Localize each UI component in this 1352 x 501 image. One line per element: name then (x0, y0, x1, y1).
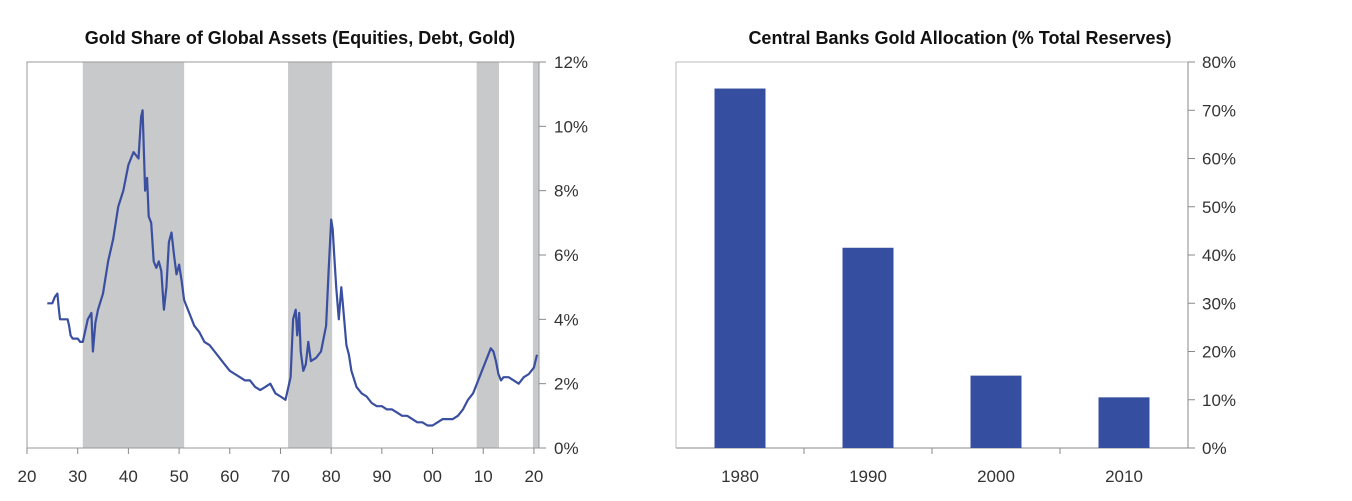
y-tick-label-7: 70% (1202, 101, 1236, 120)
x-tick-label-7: 90 (372, 467, 391, 486)
y-tick-label-2: 4% (554, 310, 579, 329)
central-banks-chart: Central Banks Gold Allocation (% Total R… (675, 28, 1236, 486)
bar-2010 (1098, 397, 1150, 448)
gold-share-chart: Gold Share of Global Assets (Equities, D… (18, 28, 588, 486)
y-tick-label-5: 50% (1202, 198, 1236, 217)
central-banks-chart-title: Central Banks Gold Allocation (% Total R… (748, 28, 1171, 48)
y-tick-label-1: 2% (554, 375, 579, 394)
y-tick-label-8: 80% (1202, 53, 1236, 72)
y-tick-label-1: 10% (1202, 391, 1236, 410)
bar-2000 (970, 375, 1022, 448)
x-tick-label-8: 00 (423, 467, 442, 486)
x-tick-label-0: 1980 (721, 467, 759, 486)
bar-1980 (714, 88, 766, 448)
y-tick-label-2: 20% (1202, 343, 1236, 362)
central-banks-bars (714, 88, 1150, 448)
x-tick-label-1: 30 (68, 467, 87, 486)
x-tick-label-2: 40 (119, 467, 138, 486)
shaded-period-1 (288, 62, 333, 448)
x-tick-label-5: 70 (271, 467, 290, 486)
x-tick-label-3: 50 (170, 467, 189, 486)
y-tick-label-3: 6% (554, 246, 579, 265)
y-tick-label-6: 60% (1202, 150, 1236, 169)
y-tick-label-0: 0% (1202, 439, 1227, 458)
x-tick-label-9: 10 (474, 467, 493, 486)
gold-share-series-line (47, 109, 539, 427)
y-tick-label-6: 12% (554, 53, 588, 72)
x-tick-label-2: 2000 (977, 467, 1015, 486)
y-tick-label-5: 10% (554, 117, 588, 136)
gold-share-chart-title: Gold Share of Global Assets (Equities, D… (85, 28, 515, 48)
x-tick-label-6: 80 (322, 467, 341, 486)
y-tick-label-3: 30% (1202, 294, 1236, 313)
y-tick-label-0: 0% (554, 439, 579, 458)
shaded-period-2 (476, 62, 499, 448)
x-tick-label-0: 20 (18, 467, 37, 486)
x-tick-label-10: 20 (524, 467, 543, 486)
gold-share-y-axis-ticks: 0% 2% 4% 6% 8% 10% 12% (539, 53, 588, 458)
shaded-period-3 (532, 62, 539, 448)
recession-shading-group (82, 62, 539, 448)
y-tick-label-4: 8% (554, 182, 579, 201)
central-banks-y-axis-ticks: 0% 10% 20% 30% 40% 50% 60% 70% 80% (1188, 53, 1236, 458)
x-tick-label-3: 2010 (1105, 467, 1143, 486)
y-tick-label-4: 40% (1202, 246, 1236, 265)
x-tick-label-4: 60 (220, 467, 239, 486)
central-banks-x-axis-ticks: 1980 1990 2000 2010 (721, 448, 1143, 486)
x-tick-label-1: 1990 (849, 467, 887, 486)
gold-share-x-axis-ticks: 20 30 40 50 60 70 80 90 00 10 20 (18, 448, 543, 486)
bar-1990 (842, 247, 894, 448)
